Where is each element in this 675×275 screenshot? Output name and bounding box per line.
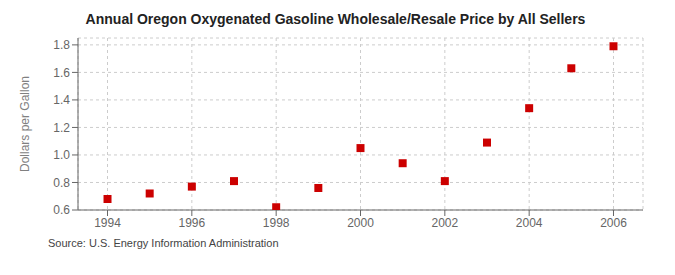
svg-text:1.8: 1.8 (53, 38, 70, 52)
svg-text:2006: 2006 (600, 216, 627, 230)
svg-text:1.2: 1.2 (53, 121, 70, 135)
svg-text:1996: 1996 (178, 216, 205, 230)
svg-text:2000: 2000 (347, 216, 374, 230)
svg-text:1.6: 1.6 (53, 66, 70, 80)
svg-text:0.6: 0.6 (53, 203, 70, 217)
svg-text:1.0: 1.0 (53, 148, 70, 162)
svg-text:2002: 2002 (431, 216, 458, 230)
html-text:Annual Oregon Oxygenated Gasol: Annual Oregon Oxygenated Gasoline Wholes… (85, 11, 586, 27)
svg-text:1.4: 1.4 (53, 93, 70, 107)
svg-text:1998: 1998 (263, 216, 290, 230)
svg-text:Dollars per Gallon: Dollars per Gallon (18, 76, 32, 172)
svg-text:0.8: 0.8 (53, 176, 70, 190)
html-text:Source: U.S. Energy Informatio: Source: U.S. Energy Information Administ… (48, 237, 279, 249)
svg-text:1994: 1994 (94, 216, 121, 230)
svg-text:2004: 2004 (516, 216, 543, 230)
